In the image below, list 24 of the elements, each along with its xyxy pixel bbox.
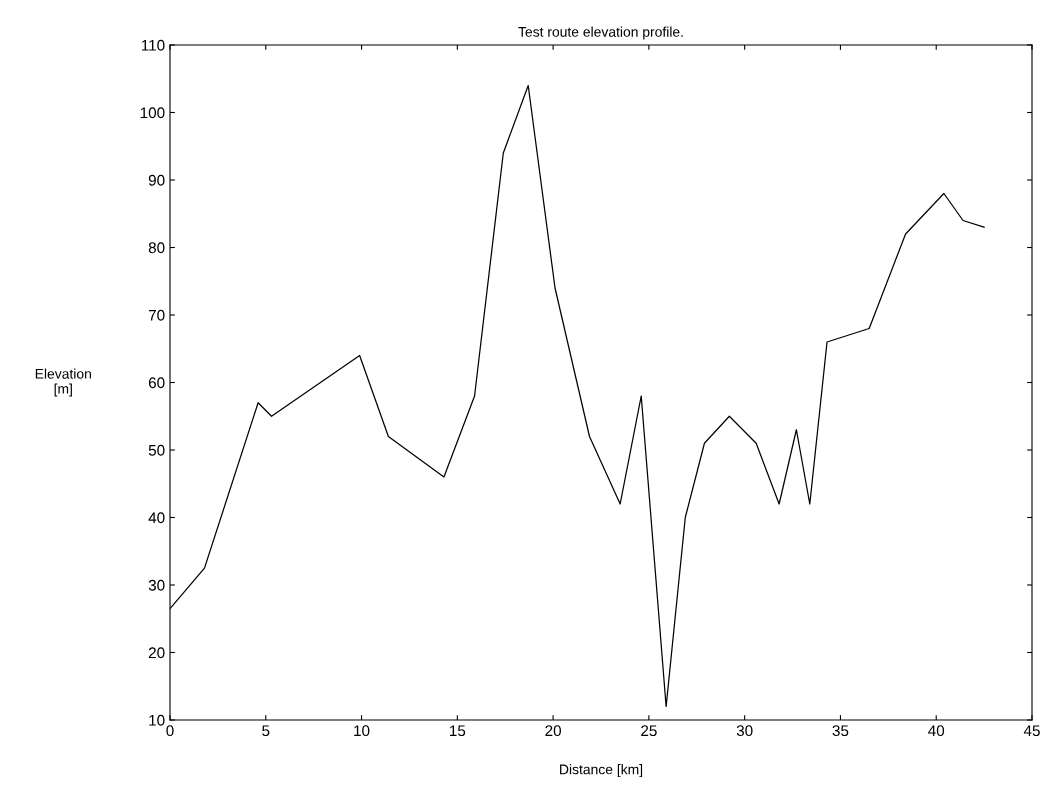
chart-title: Test route elevation profile. bbox=[518, 26, 683, 40]
x-tick-label: 20 bbox=[545, 725, 562, 737]
x-tick-label: 25 bbox=[641, 725, 657, 737]
x-tick-label: 35 bbox=[832, 725, 849, 737]
x-tick-label: 45 bbox=[1023, 725, 1040, 737]
x-tick-label: 40 bbox=[928, 725, 945, 737]
y-tick-label: 70 bbox=[148, 309, 165, 321]
y-tick-label: 10 bbox=[149, 714, 165, 726]
y-axis-title: Elevation [m] bbox=[35, 368, 91, 397]
x-tick-label: 0 bbox=[166, 725, 174, 737]
y-tick-label: 40 bbox=[148, 512, 165, 524]
y-tick-label: 20 bbox=[148, 647, 165, 659]
y-tick-label: 60 bbox=[148, 377, 165, 389]
x-tick-label: 15 bbox=[450, 725, 466, 737]
x-axis-title: Distance [km] bbox=[560, 764, 643, 778]
y-tick-label: 50 bbox=[148, 444, 165, 456]
x-tick-label: 10 bbox=[354, 725, 370, 737]
x-tick-label: 5 bbox=[262, 725, 270, 737]
x-tick-label: 30 bbox=[736, 725, 753, 737]
y-tick-label: 90 bbox=[148, 174, 165, 186]
y-tick-label: 80 bbox=[148, 242, 165, 254]
y-tick-label: 30 bbox=[148, 579, 165, 591]
y-tick-label: 100 bbox=[140, 107, 165, 119]
y-tick-label: 110 bbox=[141, 39, 165, 51]
